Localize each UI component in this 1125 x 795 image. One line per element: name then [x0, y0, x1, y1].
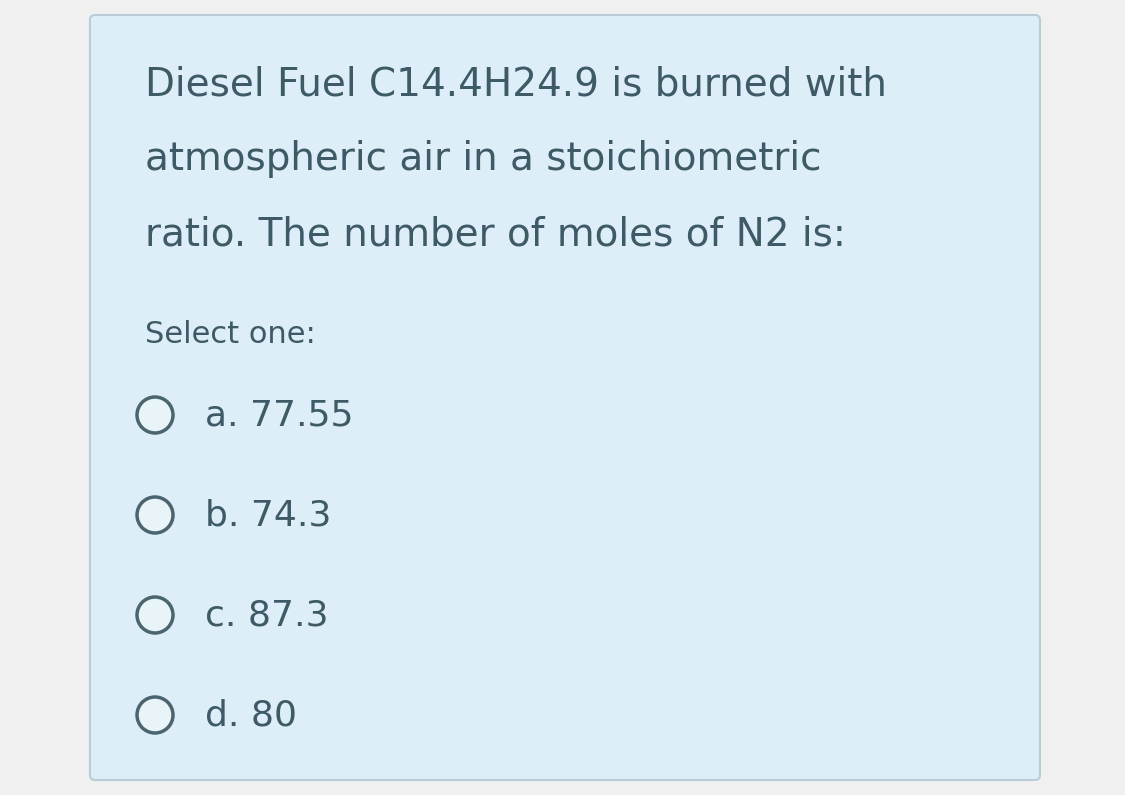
- Text: a. 77.55: a. 77.55: [205, 398, 353, 432]
- FancyBboxPatch shape: [90, 15, 1040, 780]
- Text: Diesel Fuel C14.4H24.9 is burned with: Diesel Fuel C14.4H24.9 is burned with: [145, 65, 886, 103]
- Circle shape: [137, 397, 173, 433]
- Text: b. 74.3: b. 74.3: [205, 498, 332, 532]
- Text: Select one:: Select one:: [145, 320, 316, 349]
- Circle shape: [137, 497, 173, 533]
- Text: ratio. The number of moles of N2 is:: ratio. The number of moles of N2 is:: [145, 215, 846, 253]
- Text: c. 87.3: c. 87.3: [205, 598, 328, 632]
- Text: d. 80: d. 80: [205, 698, 297, 732]
- Text: atmospheric air in a stoichiometric: atmospheric air in a stoichiometric: [145, 140, 821, 178]
- Circle shape: [137, 597, 173, 633]
- Circle shape: [137, 697, 173, 733]
